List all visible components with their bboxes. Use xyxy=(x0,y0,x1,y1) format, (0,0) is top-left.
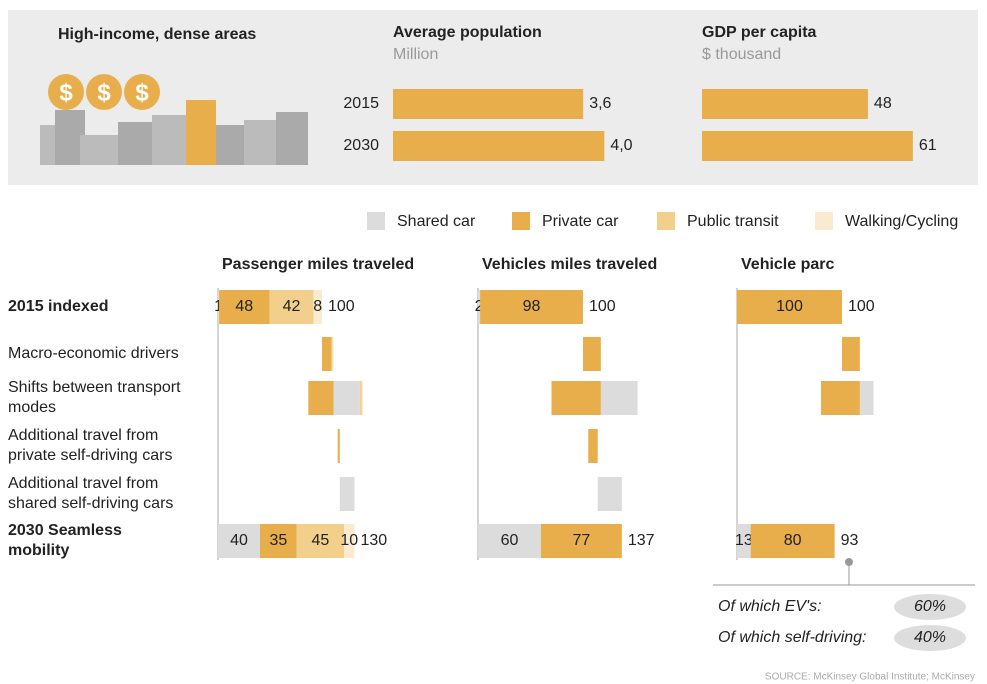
row-label: Shifts between transport modes xyxy=(8,379,181,416)
chart-title: Average population xyxy=(393,24,542,41)
legend-swatch xyxy=(367,212,385,230)
segment-label: 8 xyxy=(313,298,322,315)
delta xyxy=(337,429,340,463)
segment xyxy=(269,290,314,324)
legend-label: Shared car xyxy=(397,213,476,230)
delta xyxy=(588,429,598,463)
segment-label: 10 xyxy=(340,532,358,549)
legend-label: Private car xyxy=(542,213,619,230)
svg-text:$: $ xyxy=(97,79,111,106)
total-label: 100 xyxy=(848,298,875,315)
note-pill xyxy=(894,594,966,620)
row-label: Additional travel from private self-driv… xyxy=(8,427,173,464)
segment xyxy=(219,290,270,324)
svg-text:$: $ xyxy=(59,79,73,106)
bar xyxy=(393,89,584,119)
svg-text:$: $ xyxy=(135,79,149,106)
legend-swatch xyxy=(815,212,833,230)
delta xyxy=(359,381,362,415)
segment xyxy=(541,524,622,558)
segment-label: 1 xyxy=(214,298,223,315)
delta xyxy=(551,381,601,415)
total-label: 93 xyxy=(841,532,859,549)
segment xyxy=(480,290,583,324)
city-icon: $ $ $ xyxy=(40,74,308,165)
segment-label: 2 xyxy=(475,298,484,315)
segment-label: 77 xyxy=(573,532,591,549)
chart-title: Passenger miles traveled xyxy=(222,256,414,273)
segment xyxy=(296,524,344,558)
segment-label: 80 xyxy=(784,532,802,549)
delta xyxy=(332,337,334,371)
segment xyxy=(260,524,297,558)
panel-title: High-income, dense areas xyxy=(58,26,256,43)
segment xyxy=(218,524,260,558)
total-label: 137 xyxy=(628,532,655,549)
delta xyxy=(333,381,360,415)
segment-label: 100 xyxy=(776,298,803,315)
segment xyxy=(737,524,751,558)
delta xyxy=(339,477,355,511)
total-label: 130 xyxy=(361,532,388,549)
segment-label: 48 xyxy=(235,298,253,315)
legend-label: Walking/Cycling xyxy=(845,213,958,230)
delta xyxy=(583,337,601,371)
chart-title: Vehicle parc xyxy=(741,256,834,273)
segment xyxy=(478,290,481,324)
bar xyxy=(702,89,868,119)
chart-subtitle: $ thousand xyxy=(702,46,781,63)
legend-swatch xyxy=(657,212,675,230)
segment-label: 40 xyxy=(230,532,248,549)
segment xyxy=(737,290,842,324)
segment-label: 42 xyxy=(283,298,301,315)
segment-label: 60 xyxy=(501,532,519,549)
note-share: 60% xyxy=(914,598,946,615)
row-label: Macro-economic drivers xyxy=(8,345,179,362)
note-share: 40% xyxy=(914,629,946,646)
delta xyxy=(821,381,860,415)
segment xyxy=(478,524,541,558)
row-label: Additional travel from shared self-drivi… xyxy=(8,475,174,512)
segment-label: 98 xyxy=(523,298,541,315)
category-label: 2015 xyxy=(343,95,379,112)
delta xyxy=(308,381,334,415)
row-label: 2030 Seamless mobility xyxy=(8,522,122,559)
segment xyxy=(313,290,322,324)
source: SOURCE: McKinsey Global Institute; McKin… xyxy=(765,672,975,683)
chart-title: GDP per capita xyxy=(702,24,817,41)
row-label: 2015 indexed xyxy=(8,298,109,315)
delta xyxy=(842,337,860,371)
value-label: 3,6 xyxy=(589,95,611,112)
value-label: 48 xyxy=(874,95,892,112)
note-dot xyxy=(845,558,853,566)
total-label: 100 xyxy=(328,298,355,315)
note-text: Of which self-driving: xyxy=(718,629,867,646)
segment xyxy=(218,290,220,324)
segment-label: 45 xyxy=(311,532,329,549)
legend-swatch xyxy=(512,212,530,230)
category-label: 2030 xyxy=(343,137,379,154)
segment-label: 35 xyxy=(269,532,287,549)
delta xyxy=(597,477,622,511)
value-label: 61 xyxy=(919,137,937,154)
note-text: Of which EV's: xyxy=(718,598,822,615)
bar xyxy=(702,131,913,161)
chart-title: Vehicles miles traveled xyxy=(482,256,657,273)
bar xyxy=(393,131,605,161)
delta xyxy=(331,337,333,371)
delta xyxy=(361,381,363,415)
segment xyxy=(750,524,835,558)
legend-label: Public transit xyxy=(687,213,779,230)
delta xyxy=(859,381,874,415)
total-label: 100 xyxy=(589,298,616,315)
segment-label: 13 xyxy=(735,532,753,549)
delta xyxy=(321,337,332,371)
segment xyxy=(344,524,355,558)
chart-subtitle: Million xyxy=(393,46,438,63)
note-pill xyxy=(894,625,966,651)
delta xyxy=(600,381,638,415)
value-label: 4,0 xyxy=(610,137,632,154)
